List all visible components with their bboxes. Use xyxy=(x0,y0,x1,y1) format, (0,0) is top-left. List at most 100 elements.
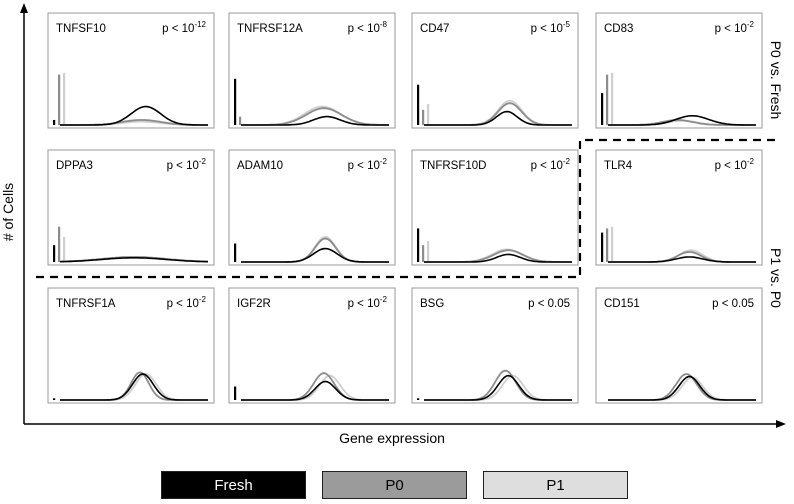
group-divider xyxy=(36,138,780,279)
spike-p0 xyxy=(58,74,61,125)
y-axis-label: # of Cells xyxy=(0,183,16,241)
panel-gene-label: TNFSF10 xyxy=(56,23,106,35)
spike-p0 xyxy=(58,226,61,262)
density-fresh xyxy=(424,253,572,263)
spike-p1 xyxy=(427,241,430,262)
panel-gene-label: TNFRSF1A xyxy=(56,298,116,310)
panel-pvalue: p < 10-2 xyxy=(531,157,571,172)
group-labels: P0 vs. Fresh P1 vs. P0 xyxy=(768,41,784,308)
panel-frame xyxy=(411,149,579,266)
axes: # of Cells Gene expression xyxy=(0,3,786,446)
spike-fresh xyxy=(234,386,237,400)
panel-tnfrsf1a: TNFRSF1A p < 10-2 xyxy=(47,287,215,404)
spike-fresh xyxy=(234,243,237,262)
spike-p1 xyxy=(427,104,430,125)
panel-gene-label: CD47 xyxy=(420,23,449,35)
panel-pvalue: p < 10-2 xyxy=(348,157,388,172)
panel-pvalue-base: p < 0.05 xyxy=(712,298,754,310)
panel-frame xyxy=(47,149,215,266)
density-fresh xyxy=(608,115,756,126)
legend-p1: P1 xyxy=(483,471,628,499)
panel-pvalue-base: p < 10 xyxy=(348,298,380,310)
panel-adam10: ADAM10 p < 10-2 xyxy=(228,149,396,266)
x-axis-label: Gene expression xyxy=(339,430,445,446)
panel-gene-label: BSG xyxy=(420,298,444,310)
panel-pvalue-base: p < 10 xyxy=(348,23,380,35)
spike-p1 xyxy=(611,72,614,125)
panel-pvalue: p < 0.05 xyxy=(712,298,754,310)
legend-p0: P0 xyxy=(322,471,467,499)
panel-pvalue-base: p < 10 xyxy=(167,298,199,310)
panel-pvalue-base: p < 10 xyxy=(348,160,380,172)
legend-fresh: Fresh xyxy=(161,471,306,499)
panel-pvalue: p < 10-5 xyxy=(531,20,571,35)
panel-pvalue-base: p < 10 xyxy=(167,160,199,172)
panel-pvalue-exponent: -5 xyxy=(563,20,571,29)
panel-pvalue: p < 10-12 xyxy=(162,20,206,35)
panel-pvalue: p < 10-2 xyxy=(715,157,755,172)
panel-cd83: CD83 p < 10-2 xyxy=(595,12,763,129)
panel-pvalue-exponent: -2 xyxy=(563,157,571,166)
panel-pvalue-exponent: -2 xyxy=(380,157,388,166)
panel-pvalue-exponent: -2 xyxy=(199,157,207,166)
panel-frame xyxy=(595,149,763,266)
spike-fresh xyxy=(417,228,420,262)
legend-p0-label: P0 xyxy=(385,476,404,494)
spike-fresh xyxy=(53,119,56,125)
group-label-p1-vs-p0: P1 vs. P0 xyxy=(768,248,784,308)
panel-pvalue: p < 10-2 xyxy=(167,295,207,310)
panel-frame xyxy=(47,12,215,129)
panel-gene-label: TLR4 xyxy=(604,160,633,172)
spike-p1 xyxy=(611,226,614,262)
panel-pvalue-base: p < 10 xyxy=(715,160,747,172)
panel-pvalue-exponent: -2 xyxy=(747,20,755,29)
spike-p1 xyxy=(63,72,66,125)
legend-p1-label: P1 xyxy=(546,476,565,494)
panel-pvalue-base: p < 10 xyxy=(162,23,194,35)
spike-fresh xyxy=(53,245,56,262)
panel-frame xyxy=(595,12,763,129)
density-fresh xyxy=(241,115,389,126)
spike-p1 xyxy=(63,236,66,262)
spike-p0 xyxy=(239,116,242,125)
panel-pvalue-exponent: -12 xyxy=(194,20,206,29)
spike-p0 xyxy=(606,74,609,125)
panel-pvalue-base: p < 0.05 xyxy=(528,298,570,310)
panel-frame xyxy=(595,287,763,404)
panel-gene-label: TNFRSF12A xyxy=(237,23,303,35)
density-fresh xyxy=(60,373,208,401)
panel-dppa3: DPPA3 p < 10-2 xyxy=(47,149,215,266)
group-divider-line xyxy=(36,138,780,279)
panel-tnfsf10: TNFSF10 p < 10-12 xyxy=(47,12,215,129)
legend-fresh-label: Fresh xyxy=(214,476,253,494)
density-fresh xyxy=(608,375,756,401)
group-label-p0-vs-fresh: P0 vs. Fresh xyxy=(768,41,784,120)
panel-pvalue-base: p < 10 xyxy=(531,160,563,172)
spike-fresh xyxy=(601,232,604,262)
panel-frame xyxy=(411,12,579,129)
panel-tnfrsf10d: TNFRSF10D p < 10-2 xyxy=(411,149,579,266)
y-axis-arrow xyxy=(20,3,28,13)
spike-p0 xyxy=(422,245,425,262)
panel-gene-label: DPPA3 xyxy=(56,160,93,172)
panels: TNFSF10 p < 10-12 TNFRSF12A p < 10-8 CD47 p <… xyxy=(47,12,763,404)
x-axis-arrow xyxy=(776,420,786,428)
density-fresh xyxy=(59,257,209,263)
panel-gene-label: CD151 xyxy=(604,298,640,310)
density-fresh xyxy=(60,105,208,126)
density-fresh xyxy=(241,247,389,263)
density-fresh xyxy=(608,256,756,263)
panel-pvalue-exponent: -2 xyxy=(747,157,755,166)
panel-cd151: CD151 p < 0.05 xyxy=(595,287,763,404)
panel-frame xyxy=(228,287,396,404)
panel-pvalue: p < 10-2 xyxy=(348,295,388,310)
panel-cd47: CD47 p < 10-5 xyxy=(411,12,579,129)
density-fresh xyxy=(424,374,572,401)
density-fresh xyxy=(241,380,389,401)
spike-fresh xyxy=(601,93,604,125)
panel-pvalue: p < 10-8 xyxy=(348,20,388,35)
panel-pvalue: p < 10-2 xyxy=(167,157,207,172)
panel-tlr4: TLR4 p < 10-2 xyxy=(595,149,763,266)
spike-p0 xyxy=(606,228,609,262)
panel-gene-label: TNFRSF10D xyxy=(420,160,486,172)
